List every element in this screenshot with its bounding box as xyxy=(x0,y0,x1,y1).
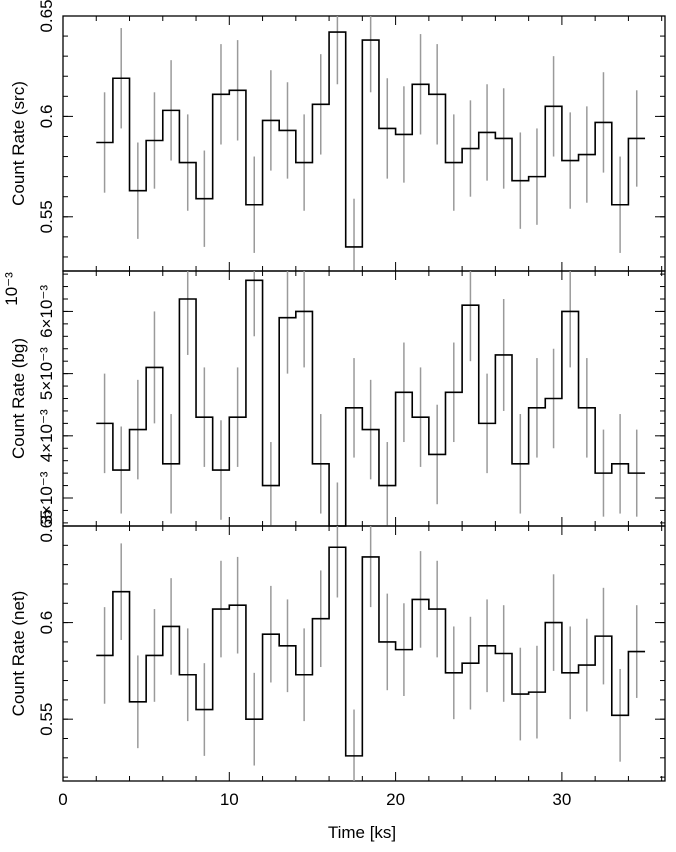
x-axis-label: Time [ks] xyxy=(328,823,396,842)
y-tick-label: 0.6 xyxy=(37,105,56,129)
y-axis-label: Count Rate (bg) xyxy=(9,338,28,459)
x-tick-label: 20 xyxy=(386,790,405,809)
y-tick-label: 0.65 xyxy=(37,509,56,542)
y-tick-label: 0.55 xyxy=(37,703,56,736)
y-axis-label: Count Rate (net) xyxy=(9,591,28,717)
panel-2: 0.55 0.6 0.65 Count Rate (net) xyxy=(9,509,666,782)
panel-1: 3×10⁻³ 4×10⁻³ 5×10⁻³ 6×10⁻³ 10⁻³ Count Rate (… xyxy=(2,270,666,527)
y-exponent-label: 10⁻³ xyxy=(2,272,21,306)
step-series xyxy=(96,279,646,527)
panel-0: 0.55 0.6 0.65 Count Rate (src) xyxy=(9,0,666,272)
x-tick-label: 30 xyxy=(552,790,571,809)
step-series xyxy=(96,31,646,248)
panel-frame xyxy=(62,525,666,782)
y-tick-label: 6×10⁻³ xyxy=(37,285,56,338)
step-series xyxy=(96,546,646,757)
y-axis-label: Count Rate (src) xyxy=(9,81,28,206)
y-tick-label: 3×10⁻³ xyxy=(37,471,56,524)
y-tick-label: 5×10⁻³ xyxy=(37,347,56,400)
panel-frame xyxy=(62,270,666,527)
x-tick-label: 0 xyxy=(58,790,67,809)
y-tick-label: 0.6 xyxy=(37,611,56,635)
y-tick-label: 4×10⁻³ xyxy=(37,409,56,462)
y-tick-label: 0.65 xyxy=(37,0,56,33)
x-tick-label: 10 xyxy=(220,790,239,809)
panel-frame xyxy=(62,15,666,272)
y-tick-label: 0.55 xyxy=(37,200,56,233)
